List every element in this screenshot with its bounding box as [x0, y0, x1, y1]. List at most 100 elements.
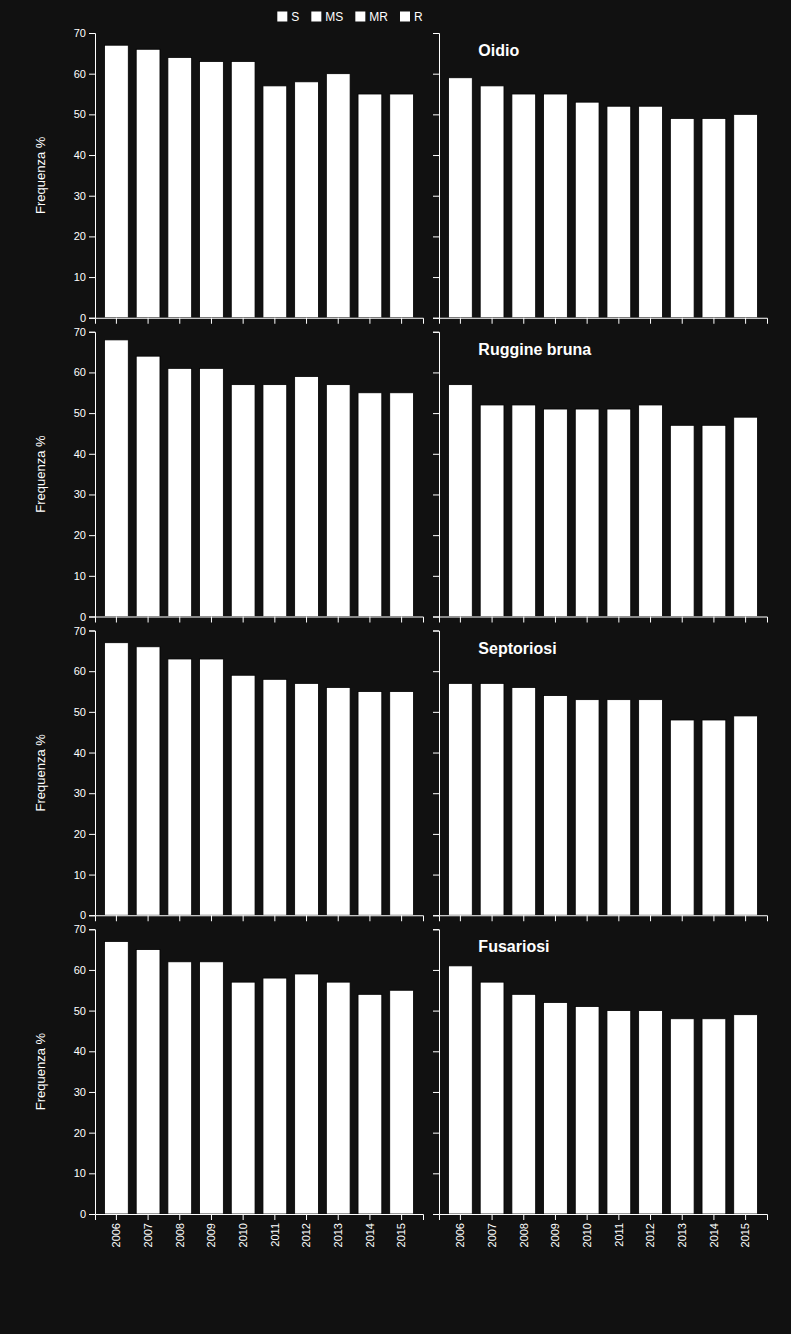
x-tick-label: 2015 [739, 1223, 751, 1247]
x-tick-mark [274, 617, 275, 623]
bar [544, 1002, 568, 1214]
x-tick-mark [243, 318, 244, 324]
x-tick-mark [369, 617, 370, 623]
y-tick: 30 [74, 488, 95, 500]
x-tick [460, 617, 461, 623]
x-tick [460, 915, 461, 921]
legend-swatch [355, 12, 365, 22]
x-tick [618, 318, 619, 324]
x-tick [243, 617, 244, 623]
y-tick: 60 [74, 366, 95, 378]
bar [326, 982, 350, 1214]
x-tick-mark [338, 915, 339, 921]
x-tick-mark [179, 915, 180, 921]
y-tick-mark [433, 372, 439, 373]
bar [544, 94, 568, 318]
x-tick: 2007 [142, 1214, 154, 1247]
x-tick: 2015 [739, 1214, 751, 1247]
x-tick-mark [338, 1214, 339, 1220]
x-axis-line [96, 318, 424, 324]
legend-item: S [277, 10, 299, 24]
y-tick-label: 0 [80, 312, 86, 324]
bar [639, 1011, 663, 1214]
y-tick [433, 74, 439, 75]
x-tick [555, 915, 556, 921]
bars [449, 385, 758, 617]
y-tick-label: 30 [74, 488, 86, 500]
y-tick: 30 [74, 190, 95, 202]
x-tick-mark [116, 1214, 117, 1220]
x-tick-mark [650, 915, 651, 921]
y-tick [433, 1133, 439, 1134]
bar [136, 49, 160, 317]
x-tick-mark [682, 617, 683, 623]
y-tick: 10 [74, 869, 95, 881]
y-tick: 30 [74, 787, 95, 799]
y-tick: 10 [74, 1167, 95, 1179]
x-tick-mark [650, 318, 651, 324]
x-tick-label: 2013 [332, 1223, 344, 1247]
bar [168, 659, 192, 915]
y-axis-line [89, 631, 96, 916]
x-tick: 2008 [174, 1214, 186, 1247]
x-tick-mark [713, 915, 714, 921]
y-tick-mark [89, 413, 95, 414]
bar [168, 57, 192, 317]
legend-swatch [277, 12, 287, 22]
x-tick-mark [338, 318, 339, 324]
y-tick: 20 [74, 828, 95, 840]
chart-figure: 010203040506070Frequenza %SMSMRROidio010… [0, 0, 791, 1334]
bar [168, 368, 192, 616]
x-tick-mark [460, 617, 461, 623]
x-tick-label: 2013 [676, 1223, 688, 1247]
bar [512, 994, 536, 1214]
x-tick-mark [618, 318, 619, 324]
legend-item: MR [355, 10, 388, 24]
x-tick-mark [587, 1214, 588, 1220]
x-tick [523, 617, 524, 623]
x-tick: 2013 [676, 1214, 688, 1247]
y-axis-title: Frequenza % [33, 435, 48, 513]
bars [449, 683, 758, 915]
x-tick [492, 318, 493, 324]
bar [263, 86, 287, 318]
panel-title: Fusariosi [478, 938, 549, 955]
y-tick [433, 114, 439, 115]
x-axis [96, 915, 424, 921]
y-axis-title: Frequenza % [33, 1033, 48, 1111]
y-tick-label: 50 [74, 706, 86, 718]
legend-label: R [414, 10, 423, 24]
x-tick [401, 617, 402, 623]
y-tick [433, 671, 439, 672]
x-tick-label: 2008 [174, 1223, 186, 1247]
y-tick: 60 [74, 665, 95, 677]
x-axis-line [440, 318, 768, 324]
x-tick-mark [148, 915, 149, 921]
y-tick-mark [433, 970, 439, 971]
x-axis [440, 617, 768, 623]
y-tick [433, 1214, 439, 1215]
y-tick: 40 [74, 747, 95, 759]
bar [390, 692, 414, 916]
x-tick-mark [369, 915, 370, 921]
y-tick: 50 [74, 108, 95, 120]
y-tick [433, 1173, 439, 1174]
y-tick: 60 [74, 964, 95, 976]
x-tick [274, 617, 275, 623]
y-axis-line [89, 930, 96, 1215]
bar [136, 647, 160, 915]
x-tick-mark [745, 1214, 746, 1220]
x-tick-mark [116, 915, 117, 921]
bar [480, 683, 504, 915]
bar [575, 102, 599, 318]
y-tick [433, 332, 439, 333]
y-tick-mark [89, 332, 95, 333]
bar [105, 340, 129, 617]
bar [670, 720, 694, 915]
x-tick-mark [682, 318, 683, 324]
x-tick: 2010 [237, 1214, 249, 1247]
x-tick-mark [745, 915, 746, 921]
bar [512, 405, 536, 617]
bar [449, 385, 473, 617]
y-tick [433, 875, 439, 876]
